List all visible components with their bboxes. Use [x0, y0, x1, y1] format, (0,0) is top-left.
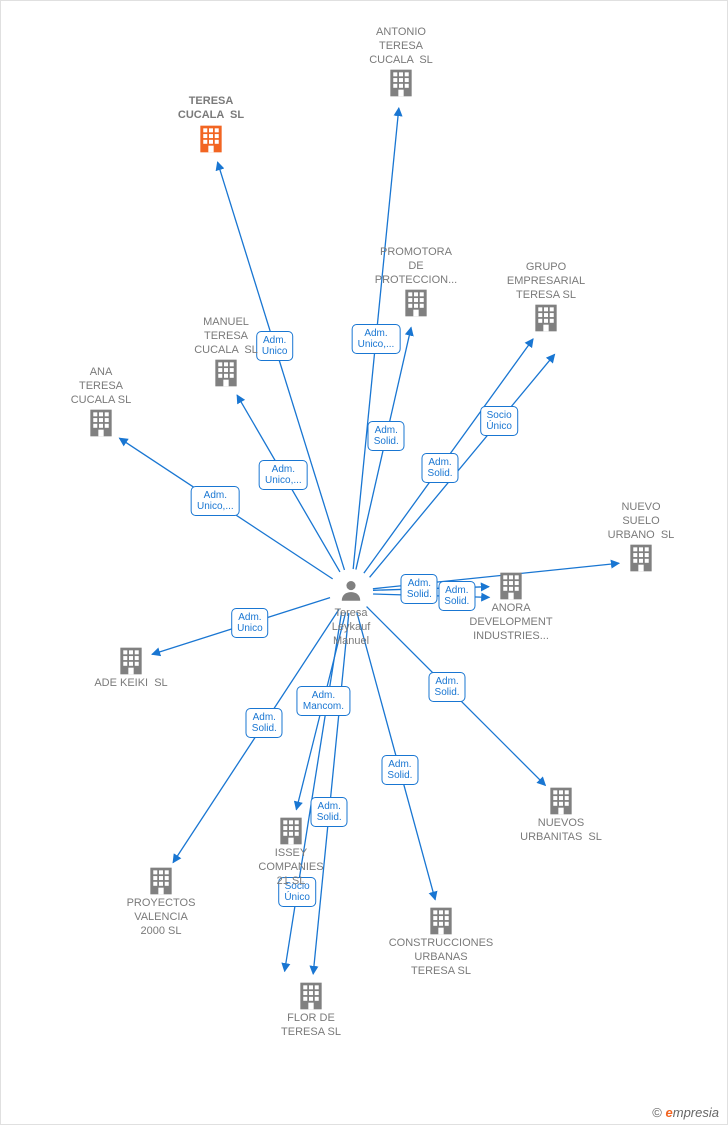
edge-label[interactable]: Adm.Mancom.	[297, 686, 350, 716]
building-icon	[400, 287, 432, 319]
node-label: CONSTRUCCIONESURBANASTERESA SL	[381, 937, 501, 978]
edge-label[interactable]: Adm.Unico	[231, 608, 269, 638]
building-icon	[210, 357, 242, 389]
building-icon	[425, 905, 457, 937]
node-ana_teresa[interactable]: ANATERESACUCALA SL	[41, 366, 161, 439]
watermark-rest: mpresia	[673, 1105, 719, 1120]
node-label: FLOR DETERESA SL	[251, 1012, 371, 1040]
edge-line	[313, 613, 349, 974]
node-label: ANORADEVELOPMENTINDUSTRIES...	[451, 602, 571, 643]
building-icon	[295, 980, 327, 1012]
edge-label[interactable]: Adm.Solid.	[429, 672, 466, 702]
node-ade_keiki[interactable]: ADE KEIKI SL	[71, 645, 191, 691]
edge-line	[370, 354, 555, 577]
node-person[interactable]: TeresaLeykaufManuel	[291, 578, 411, 648]
node-antonio_teresa[interactable]: ANTONIOTERESACUCALA SL	[341, 26, 461, 99]
diagram-canvas: Adm.Unico Adm.Unico,... Adm.Solid. Adm.Soli…	[0, 0, 728, 1125]
node-label: GRUPOEMPRESARIALTERESA SL	[486, 261, 606, 302]
edge-label[interactable]: Adm.Unico,...	[352, 324, 401, 354]
building-icon	[195, 123, 227, 155]
building-icon	[625, 542, 657, 574]
building-icon	[85, 407, 117, 439]
node-label: MANUELTERESACUCALA SL	[166, 316, 286, 357]
node-label: TERESACUCALA SL	[151, 95, 271, 123]
building-icon	[115, 645, 147, 677]
node-label: TeresaLeykaufManuel	[291, 607, 411, 648]
edge-label[interactable]: Adm.Solid.	[381, 755, 418, 785]
watermark: © empresia	[652, 1105, 719, 1120]
node-label: ANATERESACUCALA SL	[41, 366, 161, 407]
building-icon	[145, 865, 177, 897]
building-icon	[275, 815, 307, 847]
node-label: PROMOTORADEPROTECCION...	[356, 246, 476, 287]
node-grupo_emp[interactable]: GRUPOEMPRESARIALTERESA SL	[486, 261, 606, 334]
node-anora[interactable]: ANORADEVELOPMENTINDUSTRIES...	[451, 570, 571, 643]
node-promotora[interactable]: PROMOTORADEPROTECCION...	[356, 246, 476, 319]
node-label: ADE KEIKI SL	[71, 677, 191, 691]
edge-line	[285, 612, 342, 971]
building-icon	[545, 785, 577, 817]
building-icon	[530, 302, 562, 334]
node-flor_teresa[interactable]: FLOR DETERESA SL	[251, 980, 371, 1040]
node-nuevos_urb[interactable]: NUEVOSURBANITAS SL	[501, 785, 621, 845]
node-label: PROYECTOSVALENCIA2000 SL	[101, 897, 221, 938]
edge-label[interactable]: Adm.Solid.	[368, 421, 405, 451]
node-manuel_teresa[interactable]: MANUELTERESACUCALA SL	[166, 316, 286, 389]
node-label: ANTONIOTERESACUCALA SL	[341, 26, 461, 67]
watermark-initial: e	[666, 1105, 673, 1120]
edge-label[interactable]: Adm.Unico,...	[191, 486, 240, 516]
edge-label[interactable]: Adm.Unico,...	[259, 460, 308, 490]
edge-label[interactable]: Adm.Solid.	[422, 453, 459, 483]
person-icon	[338, 578, 364, 604]
edge-label[interactable]: Adm.Solid.	[246, 708, 283, 738]
building-icon	[495, 570, 527, 602]
node-proyectos_val[interactable]: PROYECTOSVALENCIA2000 SL	[101, 865, 221, 938]
node-nuevo_suelo[interactable]: NUEVOSUELOURBANO SL	[581, 501, 701, 574]
edge-label[interactable]: SocioÚnico	[480, 406, 518, 436]
node-teresa_cucala[interactable]: TERESACUCALA SL	[151, 95, 271, 155]
building-icon	[385, 67, 417, 99]
node-issey[interactable]: ISSEYCOMPANIES21 SL	[231, 815, 351, 888]
copyright-symbol: ©	[652, 1105, 662, 1120]
node-label: ISSEYCOMPANIES21 SL	[231, 847, 351, 888]
node-label: NUEVOSURBANITAS SL	[501, 817, 621, 845]
node-label: NUEVOSUELOURBANO SL	[581, 501, 701, 542]
node-construcciones[interactable]: CONSTRUCCIONESURBANASTERESA SL	[381, 905, 501, 978]
